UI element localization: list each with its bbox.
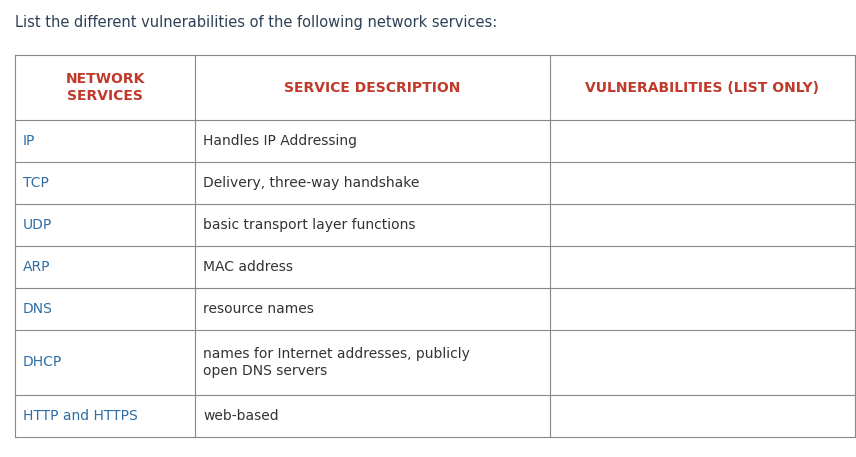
Text: web-based: web-based	[203, 409, 278, 423]
Text: MAC address: MAC address	[203, 260, 293, 274]
Text: HTTP and HTTPS: HTTP and HTTPS	[23, 409, 138, 423]
Text: DHCP: DHCP	[23, 356, 62, 370]
Text: DNS: DNS	[23, 302, 53, 316]
Text: names for Internet addresses, publicly
open DNS servers: names for Internet addresses, publicly o…	[203, 347, 470, 377]
Text: SERVICE DESCRIPTION: SERVICE DESCRIPTION	[284, 80, 461, 95]
Text: ARP: ARP	[23, 260, 51, 274]
Text: NETWORK
SERVICES: NETWORK SERVICES	[65, 72, 145, 103]
Text: List the different vulnerabilities of the following network services:: List the different vulnerabilities of th…	[15, 15, 497, 30]
Text: basic transport layer functions: basic transport layer functions	[203, 218, 415, 232]
Text: IP: IP	[23, 134, 35, 148]
Text: UDP: UDP	[23, 218, 52, 232]
Text: Handles IP Addressing: Handles IP Addressing	[203, 134, 357, 148]
Text: Delivery, three-way handshake: Delivery, three-way handshake	[203, 176, 419, 190]
Text: resource names: resource names	[203, 302, 314, 316]
Text: VULNERABILITIES (LIST ONLY): VULNERABILITIES (LIST ONLY)	[586, 80, 819, 95]
Text: TCP: TCP	[23, 176, 49, 190]
